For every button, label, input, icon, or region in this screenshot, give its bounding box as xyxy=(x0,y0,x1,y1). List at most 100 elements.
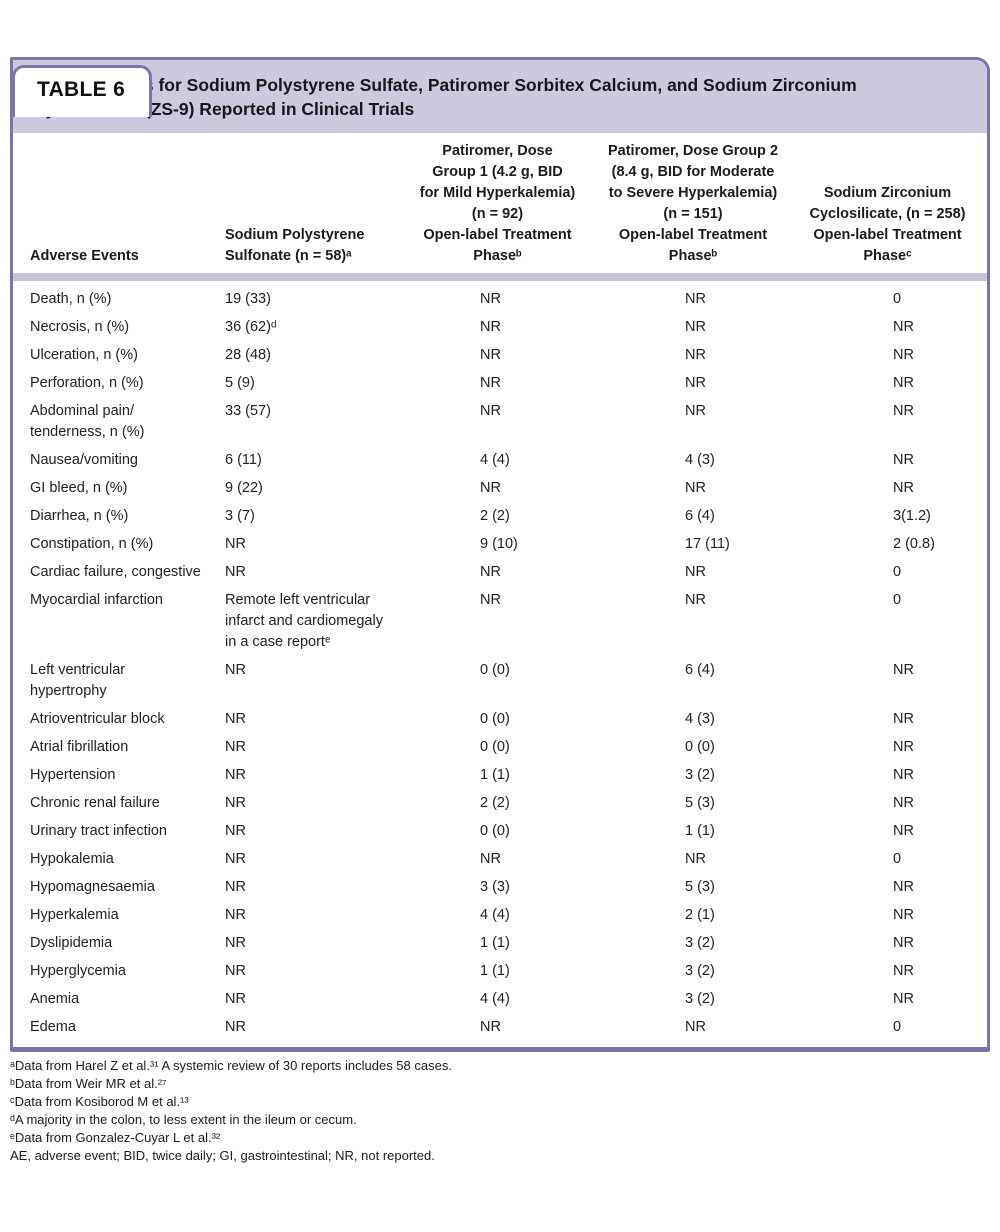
adverse-event-cell: Death, n (%) xyxy=(30,291,112,307)
footnotes: ᵃData from Harel Z et al.³¹ A systemic r… xyxy=(10,1057,1000,1165)
table-row: Diarrhea, n (%) 3 (7) 2 (2) 6 (4) 3(1.2) xyxy=(30,506,987,527)
value-cell: 0 xyxy=(893,291,902,307)
value-cell: NR xyxy=(893,823,914,839)
value-cell: NR xyxy=(225,795,246,811)
value-cell: NR xyxy=(685,291,706,307)
value-cell: NR xyxy=(480,319,501,335)
table-row: Necrosis, n (%) 36 (62)ᵈ NR NR NR xyxy=(30,317,987,338)
value-cell: NR xyxy=(893,935,914,951)
adverse-event-cell: Necrosis, n (%) xyxy=(30,319,130,335)
column-header-sodium-polystyrene-sulfonate: Sodium Polystyrene Sulfonate (n = 58)ᵃ xyxy=(225,227,365,264)
table-row: Hyperglycemia NR 1 (1) 3 (2) NR xyxy=(30,961,987,982)
value-cell: 5 (3) xyxy=(685,879,715,895)
value-cell: NR xyxy=(893,452,914,468)
value-cell: 2 (0.8) xyxy=(893,536,935,552)
footnote-abbreviations: AE, adverse event; BID, twice daily; GI,… xyxy=(10,1148,435,1163)
value-cell: 0 xyxy=(893,1019,902,1035)
value-cell: 5 (3) xyxy=(685,795,715,811)
footnote-c: ᶜData from Kosiborod M et al.¹³ xyxy=(10,1094,189,1109)
table-row: Atrioventricular block NR 0 (0) 4 (3) NR xyxy=(30,709,987,730)
table-number-label: TABLE 6 xyxy=(37,78,126,101)
value-cell: 6 (4) xyxy=(685,508,715,524)
adverse-event-cell: Ulceration, n (%) xyxy=(30,347,138,363)
value-cell: 0 (0) xyxy=(480,711,510,727)
column-header-patiromer-dose-group-1: Patiromer, Dose Group 1 (4.2 g, BID for … xyxy=(419,143,576,264)
table-row: GI bleed, n (%) 9 (22) NR NR NR xyxy=(30,478,987,499)
value-cell: NR xyxy=(225,1019,246,1035)
value-cell: 5 (9) xyxy=(225,375,255,391)
value-cell: NR xyxy=(480,375,501,391)
value-cell: NR xyxy=(225,963,246,979)
value-cell: NR xyxy=(225,991,246,1007)
value-cell: 0 xyxy=(893,592,902,608)
table-row: Anemia NR 4 (4) 3 (2) NR xyxy=(30,989,987,1010)
value-cell: NR xyxy=(893,347,914,363)
value-cell: 0 (0) xyxy=(480,662,510,678)
value-cell: 0 (0) xyxy=(685,739,715,755)
value-cell: NR xyxy=(893,767,914,783)
table-row: Edema NR NR NR 0 xyxy=(30,1017,987,1038)
value-cell: NR xyxy=(225,879,246,895)
value-cell: NR xyxy=(225,823,246,839)
adverse-event-cell: Cardiac failure, congestive xyxy=(30,564,201,580)
value-cell: NR xyxy=(480,851,501,867)
table-title-band: Safety Results for Sodium Polystyrene Su… xyxy=(13,60,987,133)
value-cell: 4 (4) xyxy=(480,991,510,1007)
footnote-e: ᵉData from Gonzalez-Cuyar L et al.³² xyxy=(10,1130,221,1145)
adverse-event-cell: Hypomagnesaemia xyxy=(30,879,155,895)
table-row: Dyslipidemia NR 1 (1) 3 (2) NR xyxy=(30,933,987,954)
table-row: Atrial fibrillation NR 0 (0) 0 (0) NR xyxy=(30,737,987,758)
value-cell: 3 (7) xyxy=(225,508,255,524)
value-cell: NR xyxy=(685,347,706,363)
value-cell: NR xyxy=(893,879,914,895)
value-cell: NR xyxy=(225,711,246,727)
table-row: Myocardial infarction Remote left ventric… xyxy=(30,590,987,653)
value-cell: 4 (4) xyxy=(480,452,510,468)
value-cell: NR xyxy=(893,403,914,419)
table-header-row: Adverse Events Sodium Polystyrene Sulfon… xyxy=(13,133,987,273)
adverse-event-cell: Hyperkalemia xyxy=(30,907,119,923)
table-container: Safety Results for Sodium Polystyrene Su… xyxy=(10,57,990,1052)
value-cell: 1 (1) xyxy=(480,935,510,951)
value-cell: 0 (0) xyxy=(480,739,510,755)
table-body: Death, n (%) 19 (33) NR NR 0 Necrosis, n (%) 3… xyxy=(13,281,987,1047)
adverse-event-cell: Urinary tract infection xyxy=(30,823,167,839)
value-cell: 0 xyxy=(893,851,902,867)
value-cell: NR xyxy=(480,403,501,419)
value-cell: NR xyxy=(480,291,501,307)
footnote-b: ᵇData from Weir MR et al.²⁷ xyxy=(10,1076,167,1091)
value-cell: NR xyxy=(480,480,501,496)
adverse-event-cell: Dyslipidemia xyxy=(30,935,113,951)
value-cell: 3 (2) xyxy=(685,991,715,1007)
table-row: Hypertension NR 1 (1) 3 (2) NR xyxy=(30,765,987,786)
adverse-event-cell: Anemia xyxy=(30,991,80,1007)
value-cell: 17 (11) xyxy=(685,536,730,552)
value-cell: 1 (1) xyxy=(685,823,715,839)
adverse-event-cell: Hypertension xyxy=(30,767,116,783)
value-cell: NR xyxy=(685,851,706,867)
value-cell: NR xyxy=(893,319,914,335)
value-cell: 19 (33) xyxy=(225,291,271,307)
value-cell: NR xyxy=(685,319,706,335)
value-cell: 4 (4) xyxy=(480,907,510,923)
value-cell: 28 (48) xyxy=(225,347,271,363)
value-cell: 3 (2) xyxy=(685,767,715,783)
value-cell: 3 (3) xyxy=(480,879,510,895)
value-cell: NR xyxy=(225,662,246,678)
value-cell: 3 (2) xyxy=(685,963,715,979)
value-cell: 4 (3) xyxy=(685,452,715,468)
value-cell: NR xyxy=(480,347,501,363)
table-row: Hypomagnesaemia NR 3 (3) 5 (3) NR xyxy=(30,877,987,898)
adverse-event-cell: Perforation, n (%) xyxy=(30,375,144,391)
table-row: Constipation, n (%) NR 9 (10) 17 (11) 2 (0.8… xyxy=(30,534,987,555)
value-cell: NR xyxy=(685,480,706,496)
value-cell: 4 (3) xyxy=(685,711,715,727)
value-cell: 9 (10) xyxy=(480,536,518,552)
adverse-event-cell: Atrial fibrillation xyxy=(30,739,129,755)
footnote-d: ᵈA majority in the colon, to less extent… xyxy=(10,1112,357,1127)
adverse-event-cell: Abdominal pain/ tenderness, n (%) xyxy=(30,403,145,440)
value-cell: 6 (4) xyxy=(685,662,715,678)
adverse-event-cell: GI bleed, n (%) xyxy=(30,480,128,496)
value-cell: 6 (11) xyxy=(225,452,262,468)
value-cell: NR xyxy=(480,592,501,608)
